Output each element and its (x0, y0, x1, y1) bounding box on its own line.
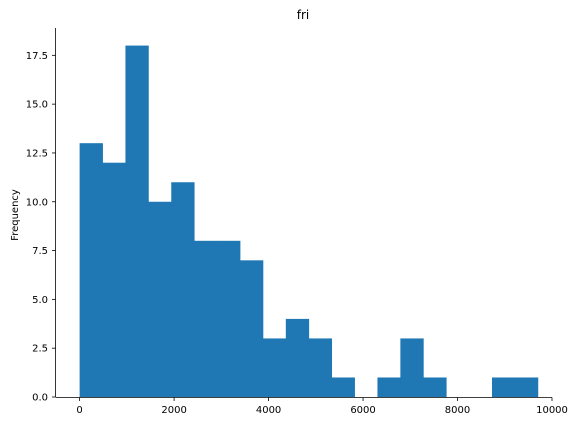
bars-group (79, 45, 539, 397)
y-tick-label: 5.0 (32, 295, 48, 306)
x-axis: 0 2000 4000 6000 8000 10000 (56, 397, 568, 416)
y-tick-label: 7.5 (32, 246, 48, 257)
x-tick-label: 6000 (350, 405, 375, 416)
histogram-bar (194, 240, 218, 397)
y-tick-label: 2.5 (32, 344, 48, 355)
x-tick-label: 10000 (536, 405, 568, 416)
histogram-bar (102, 162, 126, 397)
histogram-bar (285, 318, 310, 397)
chart-title: fri (297, 8, 310, 22)
x-tick-label: 2000 (161, 405, 186, 416)
y-tick-label: 17.5 (26, 51, 48, 62)
histogram-bar (423, 377, 447, 397)
histogram-bar (171, 182, 195, 397)
histogram-bar (217, 240, 241, 397)
y-tick-label: 10.0 (26, 197, 48, 208)
y-tick-label: 12.5 (26, 148, 48, 159)
histogram-bar (125, 45, 149, 397)
y-tick-label: 0.0 (32, 393, 48, 404)
histogram-bar (377, 377, 401, 397)
y-tick-label: 15.0 (26, 100, 48, 111)
x-tick-label: 8000 (445, 405, 470, 416)
histogram-bar (148, 201, 172, 397)
histogram-bar (492, 377, 516, 397)
histogram-bar (331, 377, 355, 397)
histogram-bar (308, 338, 333, 397)
histogram-bar (262, 338, 287, 397)
x-tick-label: 4000 (256, 405, 281, 416)
histogram-bar (79, 143, 103, 397)
y-axis-title: Frequency (10, 189, 21, 241)
histogram-bar (514, 377, 539, 397)
y-axis: 0.0 2.5 5.0 7.5 10.0 12.5 15.0 17.5 (26, 28, 56, 404)
histogram-bar (400, 338, 424, 397)
x-tick-label: 0 (76, 405, 82, 416)
histogram-bar (239, 260, 264, 397)
